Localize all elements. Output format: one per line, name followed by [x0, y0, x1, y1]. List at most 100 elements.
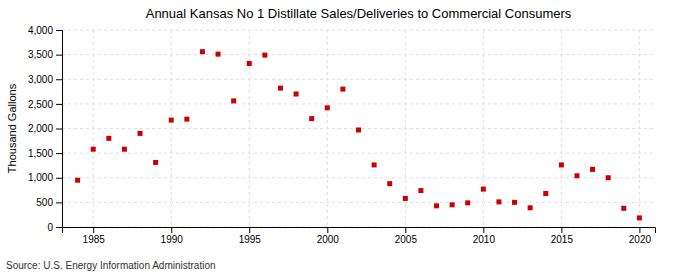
title: Annual Kansas No 1 Distillate Sales/Deli… [146, 6, 572, 21]
x-tick: 2020 [629, 227, 652, 245]
grid-line [62, 153, 655, 154]
y-axis: 0 500 1,000 1,500 2,000 2,500 3,000 3,500 4,000 [28, 25, 63, 233]
point [496, 199, 501, 204]
y-tick-label: 1,500 [28, 148, 53, 159]
y-tick: 4,000 [28, 25, 62, 36]
x-tick-label: 2000 [317, 234, 340, 245]
y-tick-label: 4,000 [28, 25, 53, 36]
point [309, 116, 314, 121]
point [450, 202, 455, 207]
point [294, 92, 299, 97]
point [75, 178, 80, 183]
point [356, 127, 361, 132]
grid-line [62, 177, 655, 178]
point [512, 200, 517, 205]
point [340, 87, 345, 92]
point [184, 117, 189, 122]
point [574, 173, 579, 178]
point [278, 86, 283, 91]
y-tick-mark [56, 227, 62, 228]
x-tick: 1990 [161, 227, 184, 245]
x-tick-label: 2015 [551, 234, 574, 245]
x-tick-mark [405, 227, 406, 233]
grid-line [62, 103, 655, 104]
source: Source: U.S. Energy Information Administ… [6, 260, 216, 271]
x-tick-mark [93, 227, 94, 233]
point [403, 196, 408, 201]
x-axis-line [63, 228, 656, 234]
y-tick: 1,500 [28, 148, 62, 159]
point [559, 162, 564, 167]
x-tick-label: 1995 [239, 234, 262, 245]
x-tick-label: 1985 [83, 234, 106, 245]
x-tick: 2010 [473, 227, 496, 245]
x-tick-label: 2010 [473, 234, 496, 245]
y-tick-mark [56, 104, 62, 105]
point [481, 187, 486, 192]
plot: 1985 1990 1995 2000 2005 2010 2015 2020 0 500 1,00… [28, 25, 656, 245]
y-tick: 2,000 [28, 123, 62, 134]
y-tick-label: 2,500 [28, 99, 53, 110]
x-tick-mark [483, 227, 484, 233]
grid-line [62, 202, 655, 203]
point [169, 118, 174, 123]
y-tick-mark [56, 153, 62, 154]
chart: 1985 1990 1995 2000 2005 2010 2015 2020 0 500 1,00… [0, 0, 675, 275]
y-tick: 1,000 [28, 172, 62, 183]
point [543, 191, 548, 196]
point [138, 131, 143, 136]
point [91, 147, 96, 152]
y-tick-label: 3,500 [28, 49, 53, 60]
y-tick-mark [56, 79, 62, 80]
points [75, 49, 642, 220]
point [387, 181, 392, 186]
point [606, 175, 611, 180]
y-tick-label: 3,000 [28, 74, 53, 85]
x-tick: 1985 [83, 227, 106, 245]
point [200, 49, 205, 54]
y-tick-mark [56, 202, 62, 203]
point [590, 167, 595, 172]
point [418, 188, 423, 193]
grid [62, 30, 655, 227]
point [231, 98, 236, 103]
x-tick-mark [561, 227, 562, 233]
grid-line [62, 79, 655, 80]
y-tick: 2,500 [28, 99, 62, 110]
y-tick-mark [56, 178, 62, 179]
y-tick-label: 2,000 [28, 123, 53, 134]
x-tick-mark [171, 227, 172, 233]
point [106, 136, 111, 141]
grid-line [62, 54, 655, 55]
y-axis-line [56, 31, 63, 228]
y-tick-mark [56, 30, 62, 31]
y-tick-mark [56, 129, 62, 130]
x-tick: 2005 [395, 227, 418, 245]
x-tick: 2015 [551, 227, 574, 245]
point [465, 200, 470, 205]
x-tick-mark [639, 227, 640, 233]
x-tick-label: 2005 [395, 234, 418, 245]
point [216, 52, 221, 57]
y-tick: 0 [47, 222, 62, 233]
y-tick: 3,500 [28, 49, 62, 60]
y-tick-mark [56, 55, 62, 56]
point [434, 203, 439, 208]
y-tick: 3,000 [28, 74, 62, 85]
grid-line [62, 30, 655, 31]
y-tick: 500 [36, 197, 62, 208]
point [372, 162, 377, 167]
y-tick-label: 500 [36, 197, 53, 208]
point [528, 205, 533, 210]
point [621, 206, 626, 211]
x-tick: 2000 [317, 227, 340, 245]
x-tick: 1995 [239, 227, 262, 245]
point [262, 53, 267, 58]
point [325, 105, 330, 110]
y-axis-title: Thousand Gallons [6, 83, 18, 173]
point [247, 61, 252, 66]
point [122, 147, 127, 152]
y-tick-label: 1,000 [28, 172, 53, 183]
x-tick-label: 1990 [161, 234, 184, 245]
y-tick-label: 0 [47, 222, 53, 233]
